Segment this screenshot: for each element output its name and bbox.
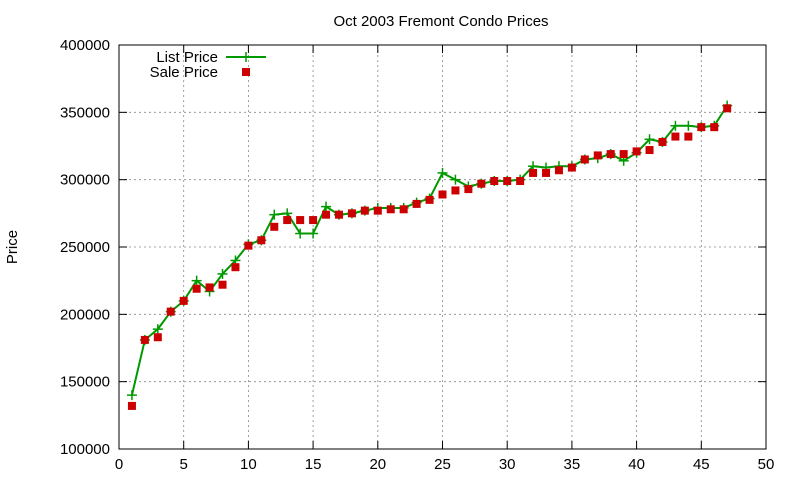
sale-price-point [503, 177, 512, 186]
x-tick-label: 35 [564, 456, 581, 473]
sale-price-point [257, 236, 266, 245]
sale-price-point [451, 186, 460, 195]
x-tick-label: 45 [693, 456, 710, 473]
sale-price-point [723, 104, 732, 113]
list-price-point [450, 174, 461, 185]
sale-price-point [127, 401, 136, 410]
sale-price-point [140, 335, 149, 344]
y-tick-label: 300000 [60, 172, 110, 189]
sale-price-point [593, 151, 602, 160]
list-price-point [670, 120, 681, 131]
x-tick-label: 30 [499, 456, 516, 473]
sale-price-point [244, 241, 253, 250]
sale-price-point [464, 185, 473, 194]
x-tick-label: 20 [369, 456, 386, 473]
sale-price-point [658, 137, 667, 146]
list-price-point [126, 390, 137, 401]
chart-title: Oct 2003 Fremont Condo Prices [333, 13, 548, 30]
series-layer [126, 100, 733, 410]
list-price-point [217, 268, 228, 279]
sale-price-point [373, 206, 382, 215]
sale-price-point [606, 150, 615, 159]
y-tick-label: 400000 [60, 37, 110, 54]
list-price-point [683, 120, 694, 131]
sale-price-point [684, 132, 693, 141]
x-tick-label: 10 [240, 456, 257, 473]
sale-price-point [567, 163, 576, 172]
y-tick-label: 150000 [60, 374, 110, 391]
sale-price-point [270, 222, 279, 231]
sale-price-point [542, 168, 551, 177]
sale-price-point [296, 216, 305, 225]
x-tick-label: 50 [758, 456, 775, 473]
sale-price-point [516, 177, 525, 186]
y-tick-label: 250000 [60, 239, 110, 256]
sale-price-point [619, 150, 628, 159]
sale-price-point [438, 190, 447, 199]
sale-price-point [347, 209, 356, 218]
list-price-point [321, 201, 332, 212]
sale-price-point [490, 177, 499, 186]
series-sale-price [127, 104, 732, 410]
legend-label: Sale Price [150, 64, 218, 81]
sale-price-point [192, 284, 201, 293]
y-tick-label: 100000 [60, 441, 110, 458]
axis-ticks: 100000 150000 200000 250000 300000 350000 4000… [60, 37, 774, 473]
sale-price-point [477, 179, 486, 188]
x-tick-label: 40 [628, 456, 645, 473]
sale-price-point [671, 132, 680, 141]
sale-price-point [231, 263, 240, 272]
sale-price-point [309, 216, 318, 225]
sale-price-point [554, 166, 563, 175]
sale-price-point [529, 168, 538, 177]
sale-price-point [425, 195, 434, 204]
sale-price-point [399, 205, 408, 214]
grid-lines [119, 45, 766, 449]
list-price-point [437, 167, 448, 178]
sale-price-point [283, 216, 292, 225]
list-price-point [644, 134, 655, 145]
sale-price-point [322, 210, 331, 219]
list-price-point [269, 209, 280, 220]
sale-price-point [153, 333, 162, 342]
sale-price-point [697, 123, 706, 132]
sale-price-point [645, 146, 654, 155]
list-price-point [308, 228, 319, 239]
sale-price-point [412, 199, 421, 208]
legend-cross-marker [241, 52, 251, 62]
legend-label: List Price [156, 49, 218, 66]
x-tick-label: 5 [180, 456, 188, 473]
sale-price-point [710, 123, 719, 132]
sale-price-point [360, 206, 369, 215]
y-tick-label: 350000 [60, 104, 110, 121]
sale-price-point [580, 155, 589, 164]
x-tick-label: 0 [115, 456, 123, 473]
list-price-point [295, 228, 306, 239]
legend-square-marker [242, 68, 250, 76]
y-tick-label: 200000 [60, 306, 110, 323]
y-axis-label: Price [4, 230, 21, 264]
sale-price-point [632, 147, 641, 156]
sale-price-point [334, 210, 343, 219]
sale-price-point [386, 205, 395, 214]
x-tick-label: 15 [305, 456, 322, 473]
sale-price-point [179, 296, 188, 305]
sale-price-point [166, 307, 175, 316]
sale-price-point [218, 280, 227, 289]
list-price-point [191, 275, 202, 286]
list-price-point [152, 324, 163, 335]
sale-price-point [205, 283, 214, 292]
series-list-price [126, 100, 733, 401]
x-tick-label: 25 [434, 456, 451, 473]
